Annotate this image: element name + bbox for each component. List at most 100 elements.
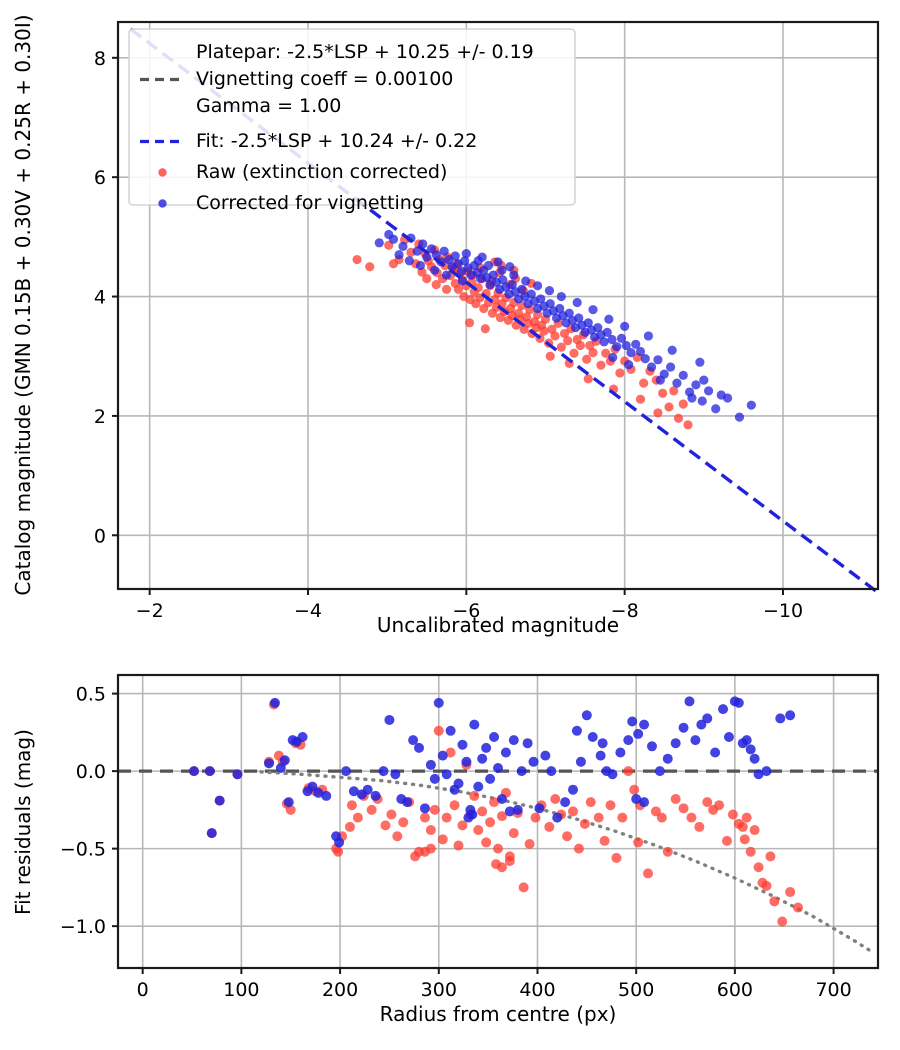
legend[interactable]: Platepar: -2.5*LSP + 10.25 +/- 0.19 Vigne… — [128, 28, 576, 214]
top-x-tick-label: −6 — [452, 600, 480, 622]
residual-point — [477, 753, 488, 764]
residual-point — [362, 784, 373, 795]
residual-point — [390, 769, 401, 780]
residual-point — [275, 763, 286, 774]
residual-point — [481, 837, 492, 848]
residual-point — [662, 753, 673, 764]
top-y-tick-label: 4 — [94, 287, 106, 309]
residual-point — [737, 821, 748, 832]
scatter-point — [556, 342, 566, 352]
residual-point — [414, 742, 425, 753]
scatter-point — [483, 260, 494, 271]
residual-point — [469, 790, 480, 801]
scatter-point — [734, 412, 745, 422]
residual-point — [623, 766, 634, 777]
residual-point — [473, 825, 484, 836]
scatter-point — [532, 281, 543, 291]
residual-point — [433, 725, 444, 736]
scatter-point — [453, 284, 464, 294]
residual-point — [702, 797, 713, 808]
residual-point — [346, 800, 357, 811]
scatter-point — [669, 386, 679, 396]
scatter-point — [608, 352, 618, 363]
bottom-x-axis-label: Radius from centre (px) — [380, 1002, 617, 1026]
legend-label: Vignetting coeff = 0.00100 — [196, 68, 453, 90]
residual-point — [656, 812, 667, 823]
scatter-point — [398, 241, 408, 252]
residual-point — [313, 787, 324, 798]
residual-point — [508, 735, 519, 746]
residual-point — [633, 728, 644, 739]
bottom-x-tick-label: 400 — [519, 979, 555, 1001]
scatter-point — [545, 299, 555, 309]
scatter-point — [583, 318, 593, 328]
scatter-point — [639, 378, 649, 388]
residual-point — [581, 710, 592, 721]
residual-point — [477, 806, 488, 817]
residual-point — [279, 755, 290, 766]
bottom-x-tick-label: 600 — [717, 979, 753, 1001]
legend-label: Platepar: -2.5*LSP + 10.25 +/- 0.19 — [196, 41, 534, 63]
residual-point — [297, 732, 308, 743]
scatter-point — [653, 355, 663, 365]
residual-point — [493, 843, 503, 854]
residual-point — [745, 744, 756, 755]
scatter-point — [556, 291, 566, 302]
scatter-point — [601, 348, 611, 358]
top-x-tick-label: −4 — [294, 600, 322, 622]
residual-point — [433, 697, 444, 708]
residual-point — [721, 835, 732, 846]
residual-point — [646, 741, 657, 752]
residual-point — [504, 856, 515, 867]
legend-entries: Platepar: -2.5*LSP + 10.25 +/- 0.19 Vigne… — [140, 41, 534, 214]
residual-point — [678, 722, 689, 733]
residual-point — [575, 756, 586, 767]
bottom-y-tick-label: 0.0 — [76, 761, 106, 783]
residual-point — [467, 809, 478, 820]
scatter-point — [607, 334, 617, 345]
scatter-point — [521, 276, 531, 286]
scatter-point — [665, 362, 676, 372]
scatter-point — [683, 420, 693, 430]
residual-point — [334, 837, 345, 848]
residual-point — [599, 835, 610, 846]
residual-point — [504, 806, 515, 817]
residual-point — [761, 880, 772, 891]
residual-point — [189, 766, 199, 777]
scatter-point — [493, 257, 503, 267]
scatter-point — [457, 276, 467, 286]
residual-point — [573, 843, 584, 854]
residual-point — [552, 812, 563, 823]
residual-point — [429, 773, 440, 784]
top-x-tick-label: −2 — [136, 600, 164, 622]
scatter-point — [635, 346, 646, 357]
residual-point — [540, 750, 551, 761]
residual-point — [550, 794, 561, 805]
scatter-point — [746, 400, 756, 410]
bottom-y-axis-label: Fit residuals (mag) — [11, 729, 35, 915]
bottom-tickmarks — [112, 692, 835, 974]
residual-point — [611, 852, 622, 863]
residual-point — [587, 732, 598, 743]
residual-point — [753, 769, 764, 780]
residual-point — [366, 804, 377, 815]
residual-point — [496, 794, 507, 805]
residual-point — [670, 794, 681, 805]
residual-point — [445, 725, 456, 736]
residual-point — [206, 828, 217, 839]
scatter-point — [464, 318, 475, 328]
scatter-point — [703, 386, 714, 396]
residual-point — [686, 812, 697, 823]
residual-point — [384, 714, 395, 725]
scatter-point — [441, 270, 452, 280]
residual-point — [607, 769, 618, 780]
scatter-point — [653, 408, 663, 418]
residual-point — [333, 846, 344, 857]
residual-point — [761, 766, 772, 777]
residual-point — [753, 862, 764, 873]
scatter-point — [678, 399, 688, 409]
fit-line-top — [129, 27, 880, 594]
residual-point — [321, 790, 332, 801]
residual-point — [285, 804, 296, 815]
